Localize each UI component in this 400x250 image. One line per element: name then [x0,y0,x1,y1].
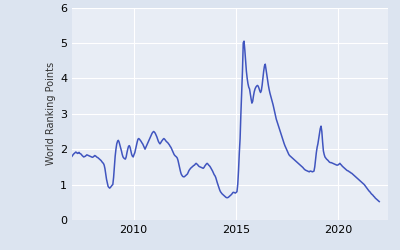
Y-axis label: World Ranking Points: World Ranking Points [46,62,56,165]
